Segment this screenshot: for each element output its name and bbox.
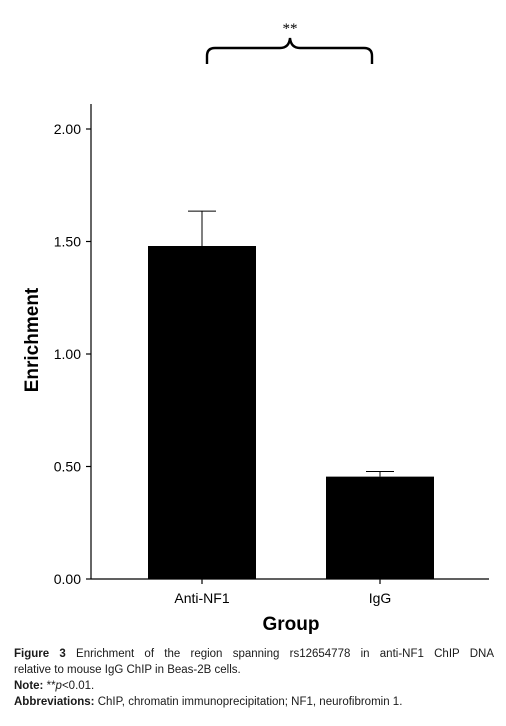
bar-chart: 0.00 0.50 1.00 1.50 2.00 Anti-NF1 IgG Enrichm…	[22, 21, 489, 635]
y-axis-ticks: 0.00 0.50 1.00 1.50 2.00	[54, 121, 91, 587]
figure-text-line1: Enrichment of the region spanning rs1265…	[76, 648, 495, 660]
significance-bracket	[205, 37, 374, 64]
caption-line-1: Figure 3 Enrichment of the region spanni…	[14, 646, 494, 662]
abbreviations-label: Abbreviations:	[14, 696, 95, 708]
figure-label: Figure 3	[14, 648, 66, 660]
figure-text-line2: relative to mouse IgG ChIP in Beas-2B ce…	[14, 664, 241, 676]
error-bars	[188, 210, 394, 477]
caption-abbreviations: Abbreviations: ChIP, chromatin immunopre…	[14, 694, 494, 710]
note-rest: <0.01.	[61, 680, 95, 692]
note-label: Note:	[14, 680, 44, 692]
y-tick-label: 0.50	[54, 459, 81, 475]
y-axis-title: Enrichment	[22, 287, 43, 392]
x-axis-tick-labels: Anti-NF1 IgG	[174, 579, 391, 606]
figure-caption: Figure 3 Enrichment of the region spanni…	[14, 646, 494, 710]
y-tick-label: 0.00	[54, 571, 81, 587]
caption-note: Note: **p<0.01.	[14, 678, 494, 694]
significance-label: **	[283, 21, 298, 37]
caption-line-2: relative to mouse IgG ChIP in Beas-2B ce…	[14, 662, 494, 678]
bar-igg	[326, 476, 434, 579]
x-axis-title: Group	[263, 614, 320, 635]
bar-anti-nf1	[148, 246, 256, 579]
y-tick-label: 1.50	[54, 234, 81, 250]
note-stars: **	[46, 680, 56, 692]
y-tick-label: 2.00	[54, 121, 81, 137]
bars	[148, 246, 434, 579]
note-p: p	[55, 680, 62, 692]
x-tick-label: IgG	[369, 590, 392, 606]
abbreviations-text: ChIP, chromatin immunoprecipitation; NF1…	[97, 696, 403, 708]
x-tick-label: Anti-NF1	[174, 590, 229, 606]
y-tick-label: 1.00	[54, 346, 81, 362]
